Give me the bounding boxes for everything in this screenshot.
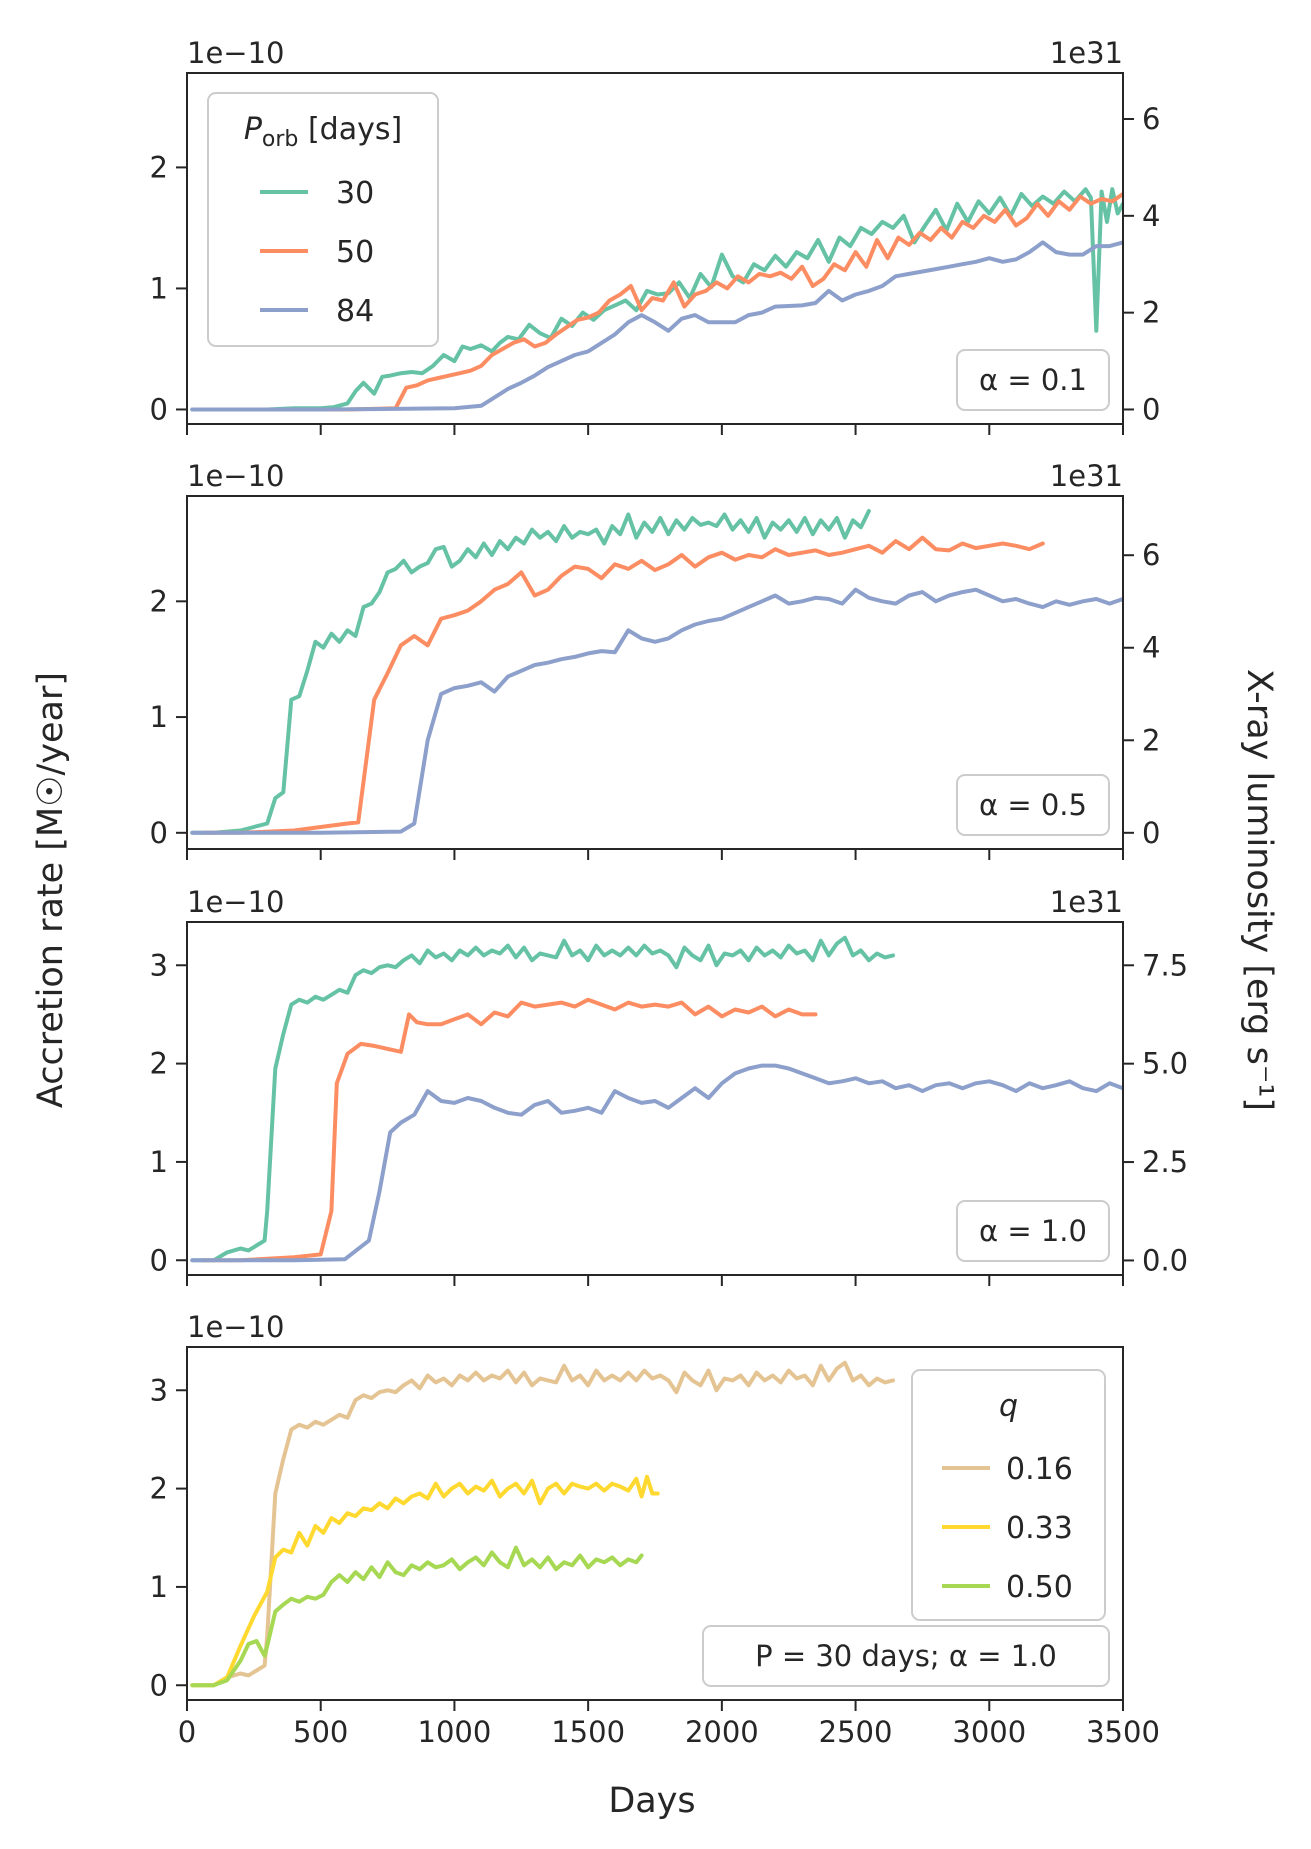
y-right-tick-label: 0	[1142, 816, 1160, 850]
y-right-tick-label: 2.5	[1142, 1145, 1188, 1179]
legend-title: q	[999, 1389, 1018, 1424]
panel-alpha-0.1: 0 1 2 0 2 4 6 1e−10 1e31 α = 0.1 Porb [days] 30 50 84	[150, 36, 1160, 435]
annotation-box	[956, 774, 1110, 836]
y-tick-label: 1	[150, 1145, 168, 1179]
x-tick-label: 2000	[685, 1715, 759, 1749]
legend-title-rest: [days]	[298, 112, 402, 147]
series-group	[190, 935, 1123, 1263]
y-tick-label: 0	[150, 392, 168, 426]
y-right-tick-label: 0	[1142, 392, 1160, 426]
series-group	[190, 509, 1123, 835]
annotation-text: α = 0.1	[979, 363, 1087, 397]
y-tick-label: 3	[150, 948, 168, 982]
annotation-box	[956, 349, 1110, 411]
x-tick-label: 1500	[551, 1715, 625, 1749]
y-right-tick-label: 2	[1142, 723, 1160, 757]
series-line-30	[190, 509, 871, 835]
y-right-tick-label: 4	[1142, 199, 1160, 233]
series-line-84	[190, 1063, 1123, 1263]
legend-label: 50	[336, 235, 374, 270]
y-tick-label: 0	[150, 1668, 168, 1702]
series-group	[190, 187, 1123, 412]
annotation-text: α = 1.0	[979, 1214, 1087, 1248]
series-line-0.33	[190, 1474, 660, 1688]
y-tick-label: 2	[150, 1472, 168, 1506]
y-tick-label: 2	[150, 584, 168, 618]
x-tick-label: 0	[178, 1715, 196, 1749]
legend-label: 30	[336, 176, 374, 211]
series-line-0.50	[190, 1545, 644, 1688]
legend-label: 84	[336, 294, 374, 329]
y-offset-label-right: 1e31	[1050, 36, 1123, 70]
series-line-0.16	[190, 1360, 895, 1688]
series-line-50	[201, 535, 1045, 835]
y-tick-label: 1	[150, 700, 168, 734]
legend-label: 0.50	[1006, 1570, 1073, 1605]
x-axis-label: Days	[608, 1781, 695, 1821]
annotation-text: P = 30 days; α = 1.0	[755, 1639, 1057, 1673]
y-offset-label-left: 1e−10	[187, 459, 285, 493]
y-right-tick-label: 0.0	[1142, 1243, 1188, 1277]
panel-p30-alpha-1.0: 0 500 1000 1500 2000 2500 3000 3500 0 1 2 3 1e−10 P =…	[150, 1310, 1160, 1749]
y-right-tick-label: 5.0	[1142, 1047, 1188, 1081]
x-tick-label: 2500	[819, 1715, 893, 1749]
y-tick-label: 1	[150, 1570, 168, 1604]
x-tick-label: 3000	[952, 1715, 1026, 1749]
y-offset-label-left: 1e−10	[187, 1310, 285, 1344]
annotation-box	[956, 1200, 1110, 1262]
y-tick-label: 3	[150, 1373, 168, 1407]
legend-box	[911, 1369, 1106, 1621]
y-axis-label-right: X-ray luminosity [erg s⁻¹]	[1239, 669, 1279, 1111]
x-tick-label: 3500	[1086, 1715, 1160, 1749]
series-line-30	[190, 935, 895, 1263]
x-tick-label: 500	[293, 1715, 348, 1749]
series-line-84	[190, 587, 1123, 835]
legend-label: 0.33	[1006, 1511, 1073, 1546]
legend-title-sub: orb	[262, 127, 298, 152]
axes-frame	[186, 1346, 1124, 1701]
axes-frame	[186, 921, 1124, 1276]
y-offset-label-right: 1e31	[1050, 885, 1123, 919]
annotation-text: α = 0.5	[979, 788, 1087, 822]
annotation-box	[702, 1625, 1110, 1687]
x-tick-label: 1000	[418, 1715, 492, 1749]
y-tick-label: 1	[150, 271, 168, 305]
axes-frame	[186, 72, 1124, 425]
y-offset-label-left: 1e−10	[187, 885, 285, 919]
legend-title: Porb [days]	[244, 112, 402, 152]
y-right-tick-label: 2	[1142, 296, 1160, 330]
y-right-tick-label: 7.5	[1142, 948, 1188, 982]
y-offset-label-left: 1e−10	[187, 36, 285, 70]
y-axis-label-left: Accretion rate [M☉/year]	[31, 672, 71, 1108]
panel-alpha-0.5: 0 1 2 0 2 4 6 1e−10 1e31 α = 0.5	[150, 459, 1160, 860]
y-tick-label: 2	[150, 1047, 168, 1081]
y-tick-label: 2	[150, 150, 168, 184]
y-offset-label-right: 1e31	[1050, 459, 1123, 493]
axes-frame	[186, 495, 1124, 850]
series-group	[190, 1360, 895, 1688]
legend-label: 0.16	[1006, 1452, 1073, 1487]
series-line-84	[190, 240, 1123, 412]
y-right-tick-label: 6	[1142, 102, 1160, 136]
series-line-50	[201, 997, 818, 1263]
y-tick-label: 0	[150, 1243, 168, 1277]
legend-title-main: P	[244, 112, 263, 147]
legend-box	[207, 92, 439, 347]
panel-alpha-1.0: 0 1 2 3 0.0 2.5 5.0 7.5 1e−10 1e31 α = 1.0	[150, 885, 1188, 1286]
y-right-tick-label: 4	[1142, 631, 1160, 665]
series-line-50	[201, 192, 1123, 412]
y-tick-label: 0	[150, 816, 168, 850]
y-right-tick-label: 6	[1142, 538, 1160, 572]
